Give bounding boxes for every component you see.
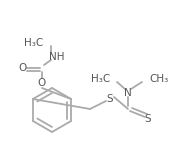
Text: O: O	[38, 78, 46, 88]
Text: H₃C: H₃C	[24, 38, 43, 48]
Text: H₃C: H₃C	[91, 74, 110, 84]
Text: NH: NH	[49, 52, 65, 62]
Text: O: O	[19, 63, 27, 73]
Text: S: S	[145, 114, 151, 124]
Text: S: S	[107, 94, 113, 104]
Text: N: N	[124, 88, 132, 98]
Text: CH₃: CH₃	[149, 74, 168, 84]
